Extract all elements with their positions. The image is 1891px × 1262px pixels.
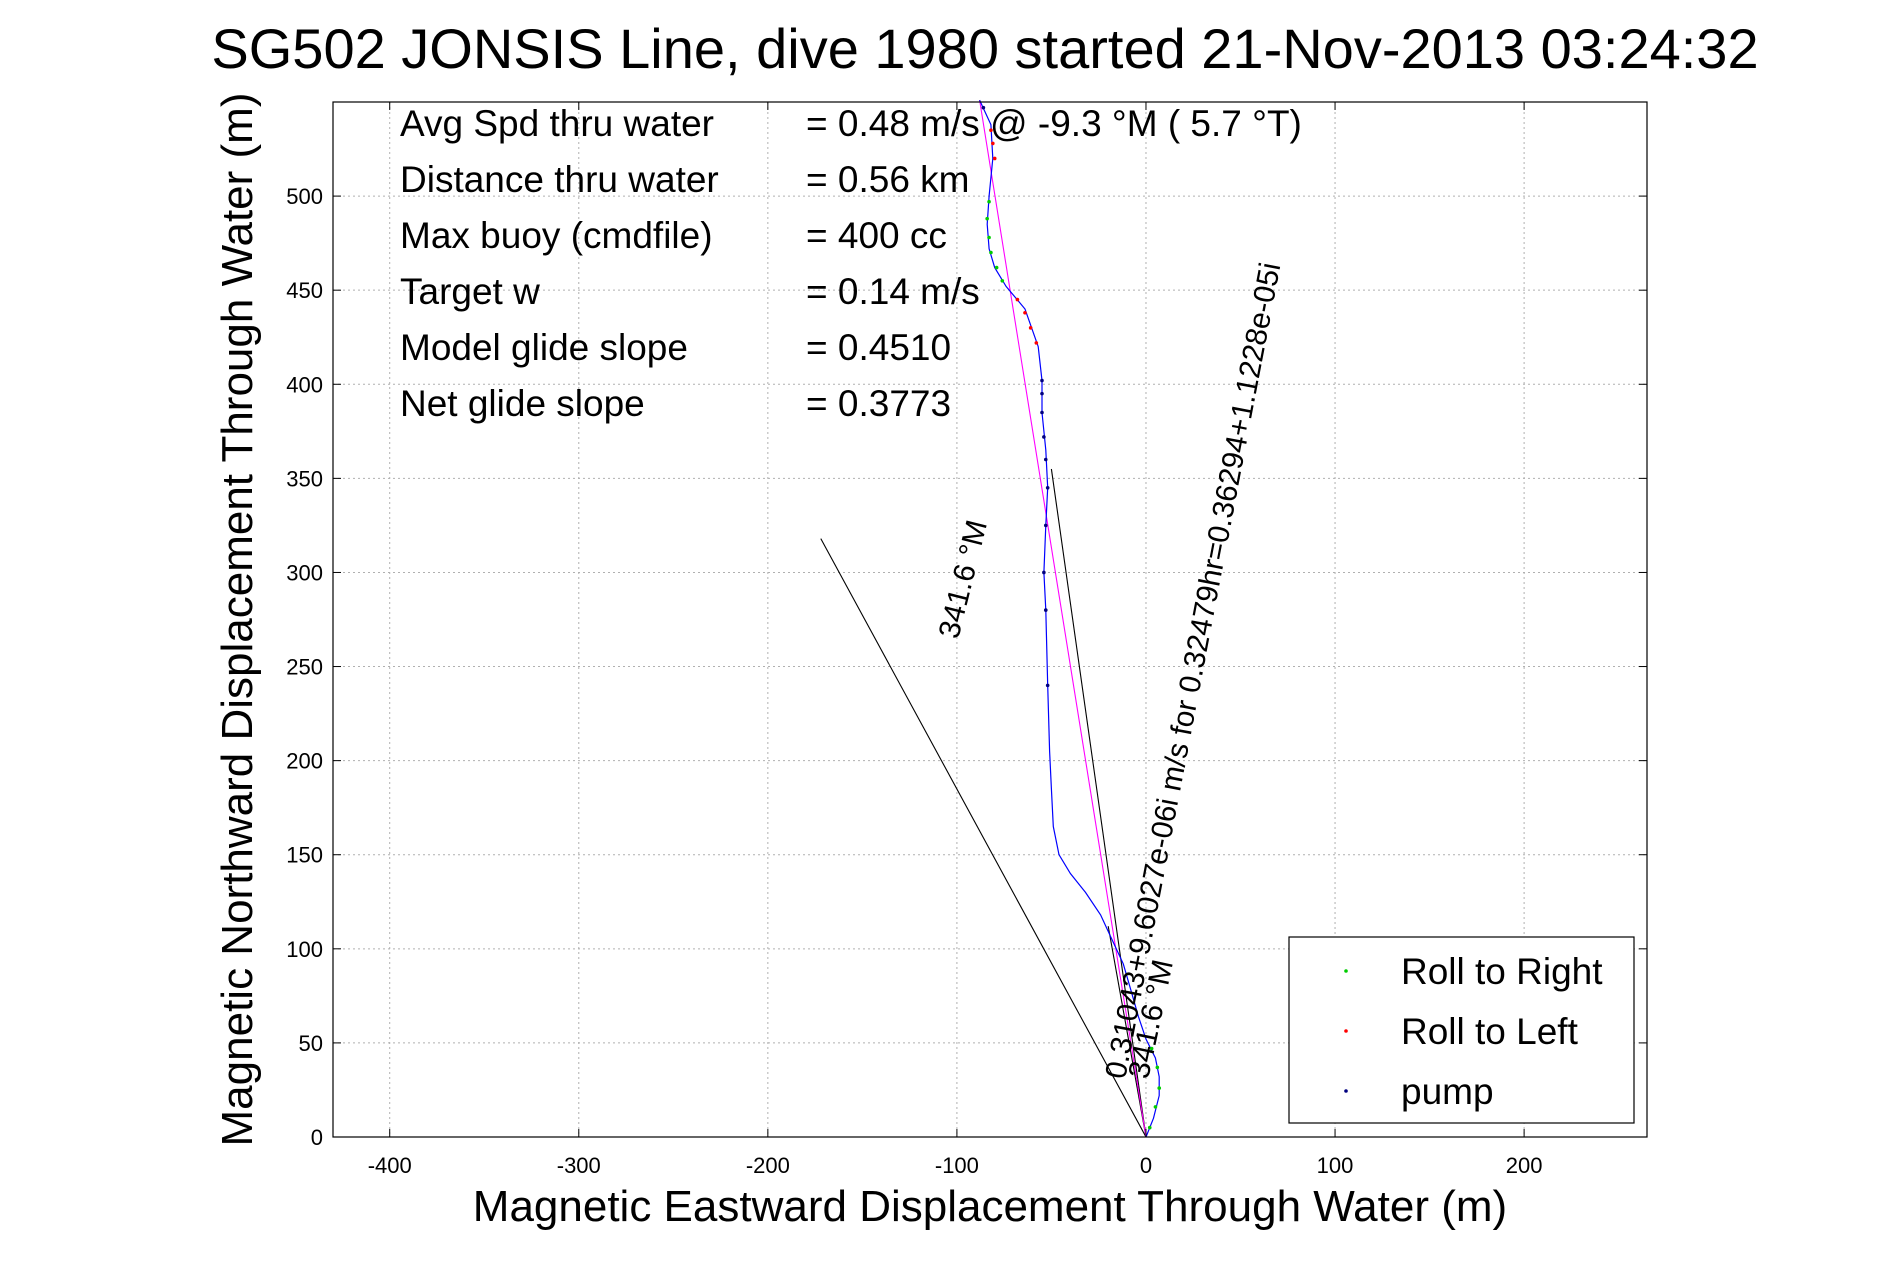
pump-point xyxy=(1042,435,1046,439)
stat-label-max-buoy: Max buoy (cmdfile) xyxy=(400,215,713,256)
roll-right-point xyxy=(1155,1065,1160,1070)
x-tick-label: -200 xyxy=(746,1153,790,1178)
x-tick-label: -400 xyxy=(368,1153,412,1178)
heading-line xyxy=(1107,926,1147,1138)
stat-value-avg-speed: = 0.48 m/s @ -9.3 °M ( 5.7 °T) xyxy=(806,103,1302,144)
y-tick-label: 100 xyxy=(286,937,323,962)
y-tick-label: 500 xyxy=(286,184,323,209)
pump-point xyxy=(1040,378,1044,383)
y-tick-label: 250 xyxy=(286,655,323,680)
y-tick-label: 0 xyxy=(311,1125,323,1150)
roll-left-point xyxy=(991,141,995,146)
pump-point xyxy=(981,105,986,110)
stat-label-avg-speed: Avg Spd thru water xyxy=(400,103,714,144)
heading-line xyxy=(820,538,1147,1138)
stat-label-net-glide: Net glide slope xyxy=(400,383,645,424)
roll-right-point xyxy=(1149,1046,1154,1051)
roll-right-point xyxy=(1157,1086,1162,1090)
y-tick-label: 50 xyxy=(299,1031,323,1056)
stat-value-target-w: = 0.14 m/s xyxy=(806,271,980,312)
roll-right-point xyxy=(985,216,989,221)
stat-label-model-glide: Model glide slope xyxy=(400,327,688,368)
x-tick-label: 0 xyxy=(1140,1153,1152,1178)
roll-left-point xyxy=(992,156,997,161)
pump-point xyxy=(1045,683,1050,688)
legend: Roll to Right Roll to Left pump xyxy=(1288,936,1635,1124)
legend-label-pump: pump xyxy=(1401,1071,1494,1112)
plot-frame xyxy=(332,101,1648,1138)
stat-label-distance: Distance thru water xyxy=(400,159,719,200)
heading-line xyxy=(1050,468,1147,1138)
pump-point xyxy=(1043,457,1048,462)
pump-point xyxy=(1040,391,1044,396)
stat-label-target-w: Target w xyxy=(400,271,540,312)
legend-label-roll-right: Roll to Right xyxy=(1401,951,1603,992)
roll-left-point xyxy=(1034,341,1039,345)
roll-right-point xyxy=(989,250,993,255)
roll-right-point xyxy=(1000,278,1005,283)
y-tick-label: 200 xyxy=(286,749,323,774)
legend-marker-roll-left xyxy=(1344,1029,1348,1033)
legend-marker-roll-right xyxy=(1344,969,1348,973)
stats-block: Avg Spd thru water = 0.48 m/s @ -9.3 °M … xyxy=(400,103,1302,424)
pump-point xyxy=(1042,570,1046,575)
roll-left-point xyxy=(1023,310,1027,315)
roll-right-point xyxy=(994,265,999,270)
stat-value-model-glide: = 0.4510 xyxy=(806,327,951,368)
y-tick-label: 300 xyxy=(286,560,323,585)
stat-value-distance: = 0.56 km xyxy=(806,159,970,200)
pump-point xyxy=(1045,485,1050,490)
dac-line xyxy=(979,100,1147,1138)
stat-value-net-glide: = 0.3773 xyxy=(806,383,951,424)
roll-right-point xyxy=(987,235,991,240)
legend-marker-pump xyxy=(1344,1089,1348,1093)
track-annotation: 0.31043+9.6027e-06i m/s for 0.32479hr=0.… xyxy=(1099,260,1287,1081)
markers xyxy=(981,105,1162,1130)
roll-right-point xyxy=(987,199,991,204)
x-tick-label: 200 xyxy=(1506,1153,1543,1178)
roll-right-point xyxy=(1147,1125,1152,1130)
y-tick-label: 350 xyxy=(286,466,323,491)
pump-point xyxy=(1040,410,1044,415)
heading-annotation-b: 341.6 °M xyxy=(933,517,994,642)
y-axis-label: Magnetic Northward Displacement Through … xyxy=(213,93,262,1147)
x-tick-label: -100 xyxy=(935,1153,979,1178)
chart-title: SG502 JONSIS Line, dive 1980 started 21-… xyxy=(211,17,1758,80)
tick-labels: -400 -300 -200 -100 0 100 200 0 50 100 150 200 250 30… xyxy=(286,102,1647,1178)
roll-right-point xyxy=(1153,1105,1158,1109)
y-tick-label: 150 xyxy=(286,843,323,868)
x-axis-label: Magnetic Eastward Displacement Through W… xyxy=(473,1182,1507,1231)
y-tick-label: 450 xyxy=(286,278,323,303)
x-tick-label: -300 xyxy=(557,1153,601,1178)
y-tick-label: 400 xyxy=(286,372,323,397)
legend-label-roll-left: Roll to Left xyxy=(1401,1011,1579,1052)
x-tick-label: 100 xyxy=(1317,1153,1354,1178)
stat-value-max-buoy: = 400 cc xyxy=(806,215,947,256)
roll-left-point xyxy=(1015,297,1020,302)
pump-point xyxy=(1043,608,1048,612)
pump-point xyxy=(1043,523,1048,528)
roll-left-point xyxy=(1028,326,1033,330)
roll-left-point xyxy=(989,128,993,133)
